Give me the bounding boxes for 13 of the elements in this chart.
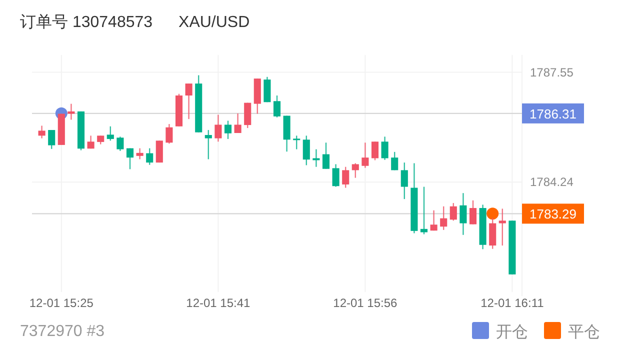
text: 7372970 #3 xyxy=(20,323,105,340)
chart-subtitle: XAU/USD xyxy=(178,14,250,31)
y-tick-label: 1787.55 xyxy=(530,65,574,80)
legend-label: 开仓 xyxy=(496,324,528,341)
x-tick-label: 12-01 15:25 xyxy=(29,296,94,310)
x-tick-label: 12-01 15:41 xyxy=(186,296,251,310)
x-tick-label: 12-01 16:11 xyxy=(480,296,544,310)
legend-label: 平仓 xyxy=(568,324,600,341)
y-tick-label: 1784.24 xyxy=(530,175,574,190)
ref-line-label: 1783.29 xyxy=(530,206,576,222)
chart-title: 订单号 130748573 xyxy=(20,13,153,31)
ref-line-label: 1786.31 xyxy=(530,106,576,122)
x-tick-label: 12-01 15:56 xyxy=(333,296,398,310)
